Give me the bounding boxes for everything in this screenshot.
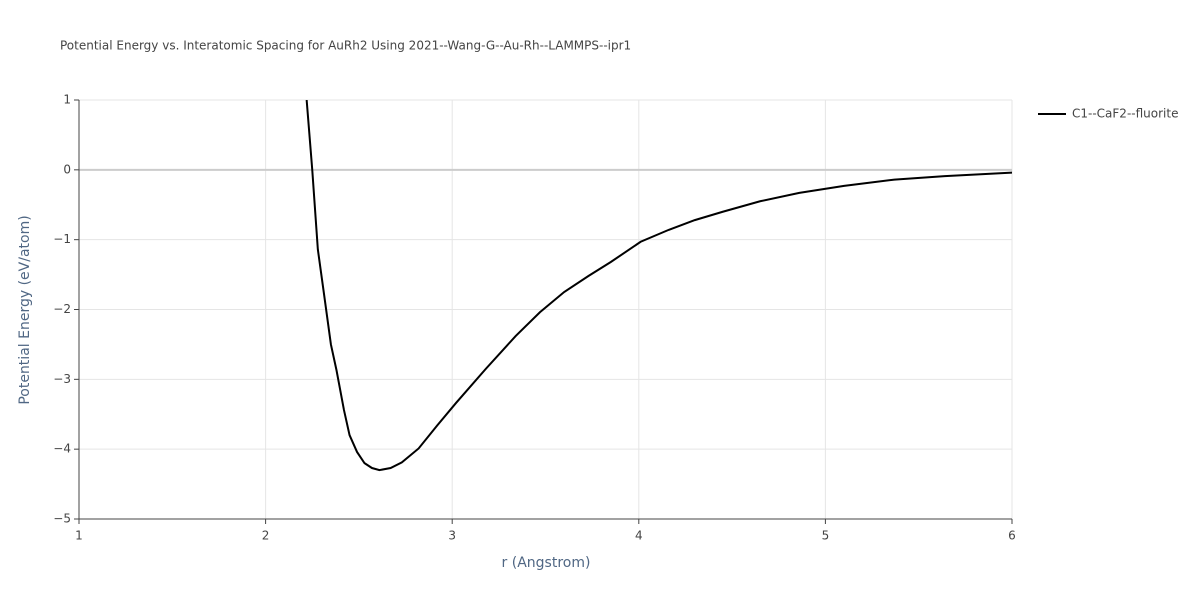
y-tick-label: −1 <box>53 232 71 246</box>
x-tick-label: 1 <box>75 529 83 543</box>
y-tick-label: −3 <box>53 372 71 386</box>
y-axis-title: Potential Energy (eV/atom) <box>17 215 33 404</box>
x-tick-label: 6 <box>1008 529 1016 543</box>
y-tick-label: 0 <box>63 162 71 176</box>
x-tick-label: 3 <box>448 529 456 543</box>
y-tick-label: 1 <box>63 93 71 107</box>
legend-label: C1--CaF2--fluorite <box>1072 107 1178 121</box>
x-tick-label: 2 <box>262 529 270 543</box>
x-tick-label: 5 <box>822 529 830 543</box>
grid: 1 2 3 4 5 6 −5 −4 −3 −2 −1 0 1 <box>53 93 1016 543</box>
plot-area <box>305 100 1012 472</box>
x-axis-title: r (Angstrom) <box>502 555 591 571</box>
y-tick-label: −4 <box>53 442 71 456</box>
x-tick-label: 4 <box>635 529 643 543</box>
y-tick-label: −2 <box>53 302 71 316</box>
data-line <box>305 100 1012 472</box>
legend: C1--CaF2--fluorite <box>1038 107 1178 121</box>
chart-title: Potential Energy vs. Interatomic Spacing… <box>60 39 631 53</box>
y-tick-label: −5 <box>53 512 71 526</box>
